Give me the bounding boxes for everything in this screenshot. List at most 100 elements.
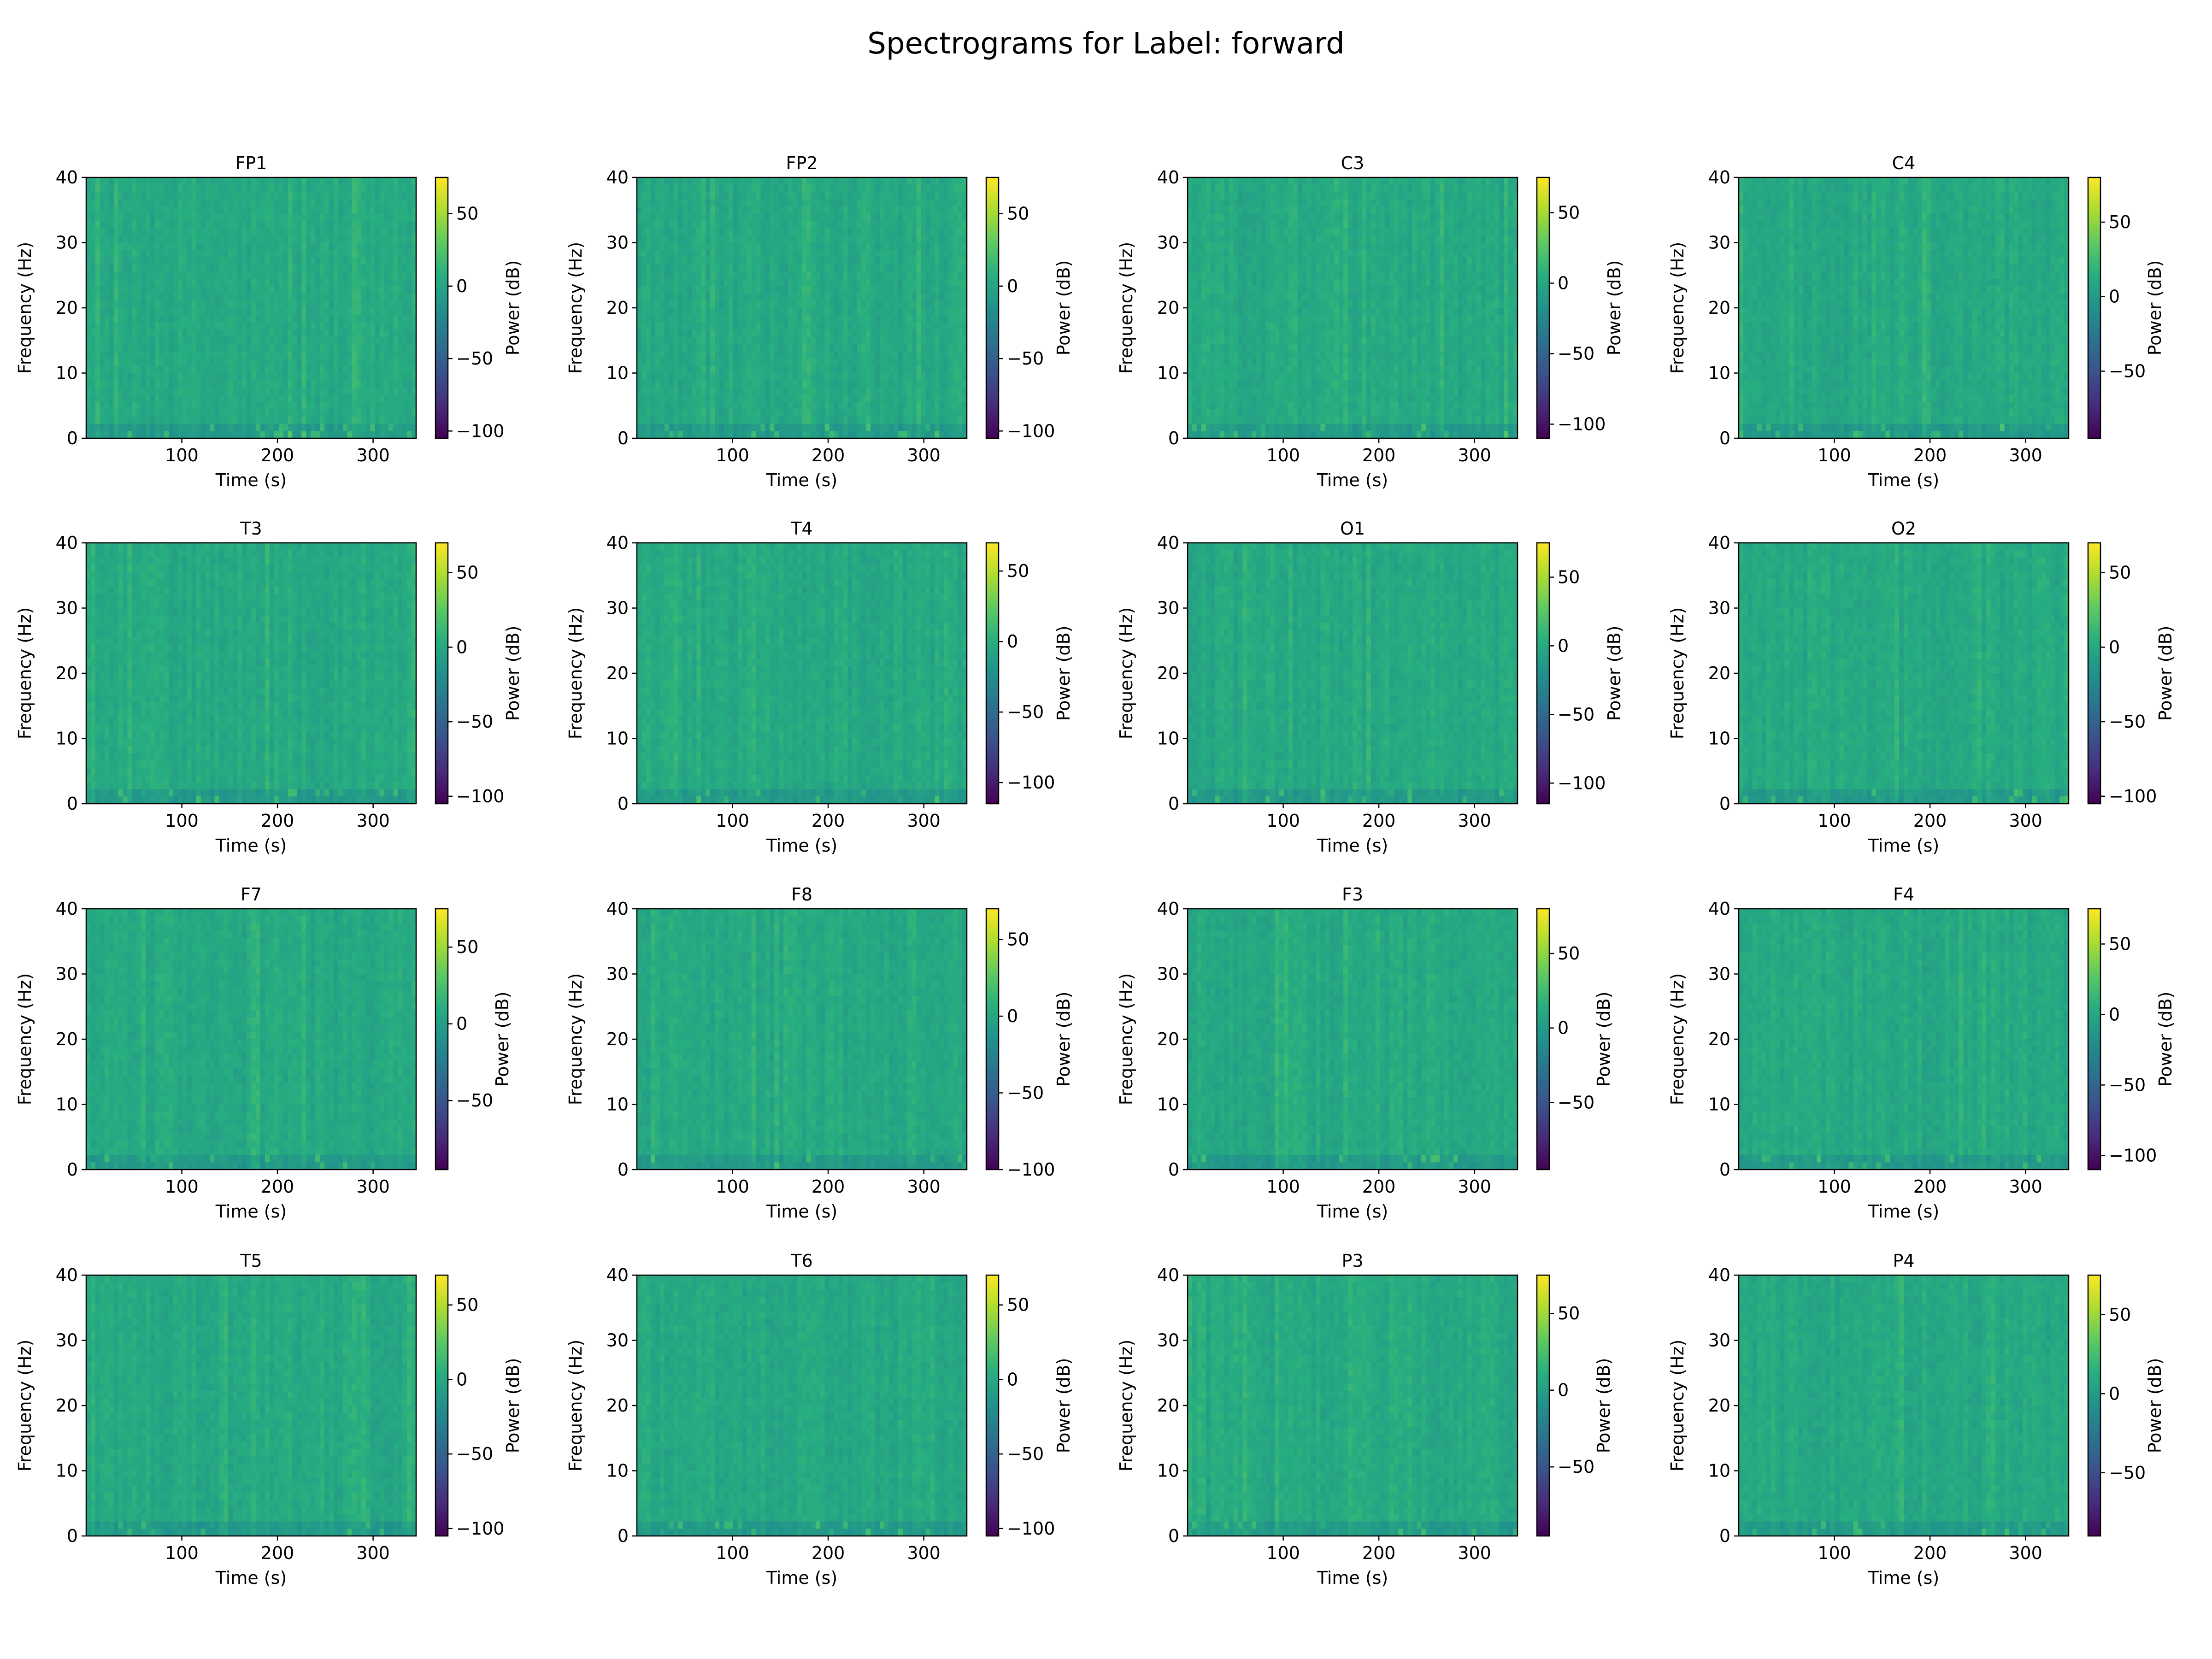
spectrogram-cell	[361, 221, 366, 228]
spectrogram-cell	[109, 257, 114, 265]
spectrogram-cell	[256, 177, 261, 185]
spectrogram-cell	[371, 221, 376, 228]
spectrogram-cell	[361, 257, 366, 265]
spectrogram-cell	[361, 177, 366, 185]
spectrogram-cell	[260, 250, 265, 257]
spectrogram-cell	[270, 228, 275, 235]
spectrogram-cell	[242, 228, 247, 235]
spectrogram-cell	[407, 185, 412, 192]
spectrogram-cell	[329, 243, 334, 250]
spectrogram-cell	[347, 257, 353, 265]
spectrogram-cell	[288, 243, 293, 250]
spectrogram-cell	[388, 192, 394, 199]
spectrogram-cell	[187, 214, 192, 221]
spectrogram-cell	[393, 206, 398, 214]
spectrogram-cell	[247, 192, 252, 199]
spectrogram-cell	[242, 177, 247, 185]
spectrogram-cell	[201, 221, 206, 228]
spectrogram-cell	[233, 214, 238, 221]
spectrogram-cell	[201, 250, 206, 257]
spectrogram-cell	[118, 192, 124, 199]
spectrogram-cell	[274, 206, 279, 214]
spectrogram-cell	[306, 199, 311, 206]
spectrogram-cell	[366, 257, 371, 265]
spectrogram-cell	[164, 235, 169, 243]
spectrogram-cell	[182, 228, 188, 235]
spectrogram-cell	[315, 192, 320, 199]
spectrogram-cell	[279, 265, 284, 272]
spectrogram-cell	[347, 250, 353, 257]
spectrogram-cell	[128, 192, 133, 199]
spectrogram-cell	[320, 243, 325, 250]
spectrogram-cell	[265, 199, 270, 206]
spectrogram-cell	[279, 257, 284, 265]
spectrogram-cell	[366, 192, 371, 199]
spectrogram-cell	[182, 250, 188, 257]
spectrogram-cell	[315, 243, 320, 250]
spectrogram-cell	[315, 257, 320, 265]
spectrogram-cell	[283, 250, 288, 257]
spectrogram-cell	[251, 243, 256, 250]
spectrogram-cell	[379, 214, 384, 221]
spectrogram-cell	[402, 250, 407, 257]
spectrogram-cell	[233, 199, 238, 206]
spectrogram-cell	[150, 265, 155, 272]
spectrogram-cell	[301, 265, 306, 272]
spectrogram-cell	[297, 214, 302, 221]
spectrogram-cell	[288, 206, 293, 214]
spectrogram-cell	[206, 214, 211, 221]
spectrogram-cell	[228, 221, 233, 228]
spectrogram-cell	[100, 228, 105, 235]
spectrogram-cell	[398, 177, 403, 185]
spectrogram-cell	[128, 199, 133, 206]
spectrogram-cell	[182, 243, 188, 250]
spectrogram-cell	[306, 206, 311, 214]
spectrogram-cell	[118, 243, 124, 250]
spectrogram-cell	[155, 214, 160, 221]
spectrogram-cell	[371, 177, 376, 185]
spectrogram-cell	[393, 185, 398, 192]
spectrogram-cell	[288, 235, 293, 243]
spectrogram-cell	[366, 243, 371, 250]
spectrogram-cell	[206, 250, 211, 257]
spectrogram-cell	[146, 257, 151, 265]
spectrogram-cell	[114, 257, 119, 265]
spectrogram-cell	[352, 250, 357, 257]
spectrogram-cell	[146, 228, 151, 235]
spectrogram-cell	[384, 257, 389, 265]
spectrogram-cell	[329, 206, 334, 214]
spectrogram-cell	[288, 250, 293, 257]
spectrogram-cell	[136, 214, 141, 221]
spectrogram-cell	[150, 235, 155, 243]
spectrogram-cell	[301, 221, 306, 228]
spectrogram-cell	[329, 221, 334, 228]
spectrogram-cell	[375, 206, 380, 214]
spectrogram-cell	[210, 243, 215, 250]
spectrogram-cell	[169, 214, 174, 221]
spectrogram-cell	[91, 265, 96, 272]
spectrogram-cell	[347, 235, 353, 243]
spectrogram-cell	[347, 177, 353, 185]
spectrogram-cell	[329, 177, 334, 185]
spectrogram-cell	[379, 206, 384, 214]
spectrogram-cell	[228, 192, 233, 199]
spectrogram-cell	[338, 221, 343, 228]
spectrogram-cell	[311, 192, 316, 199]
spectrogram-cell	[361, 243, 366, 250]
spectrogram-cell	[293, 221, 298, 228]
spectrogram-cell	[366, 177, 371, 185]
spectrogram-cell	[187, 185, 192, 192]
spectrogram-cell	[260, 243, 265, 250]
spectrogram-cell	[329, 185, 334, 192]
spectrogram-cell	[398, 192, 403, 199]
spectrogram-cell	[132, 257, 137, 265]
spectrogram-cell	[141, 185, 146, 192]
spectrogram-cell	[265, 214, 270, 221]
spectrogram-cell	[214, 199, 219, 206]
spectrogram-cell	[118, 257, 124, 265]
spectrogram-cell	[357, 257, 362, 265]
spectrogram-cell	[343, 206, 348, 214]
spectrogram-cell	[146, 265, 151, 272]
spectrogram-cell	[141, 243, 146, 250]
spectrogram-cell	[274, 257, 279, 265]
